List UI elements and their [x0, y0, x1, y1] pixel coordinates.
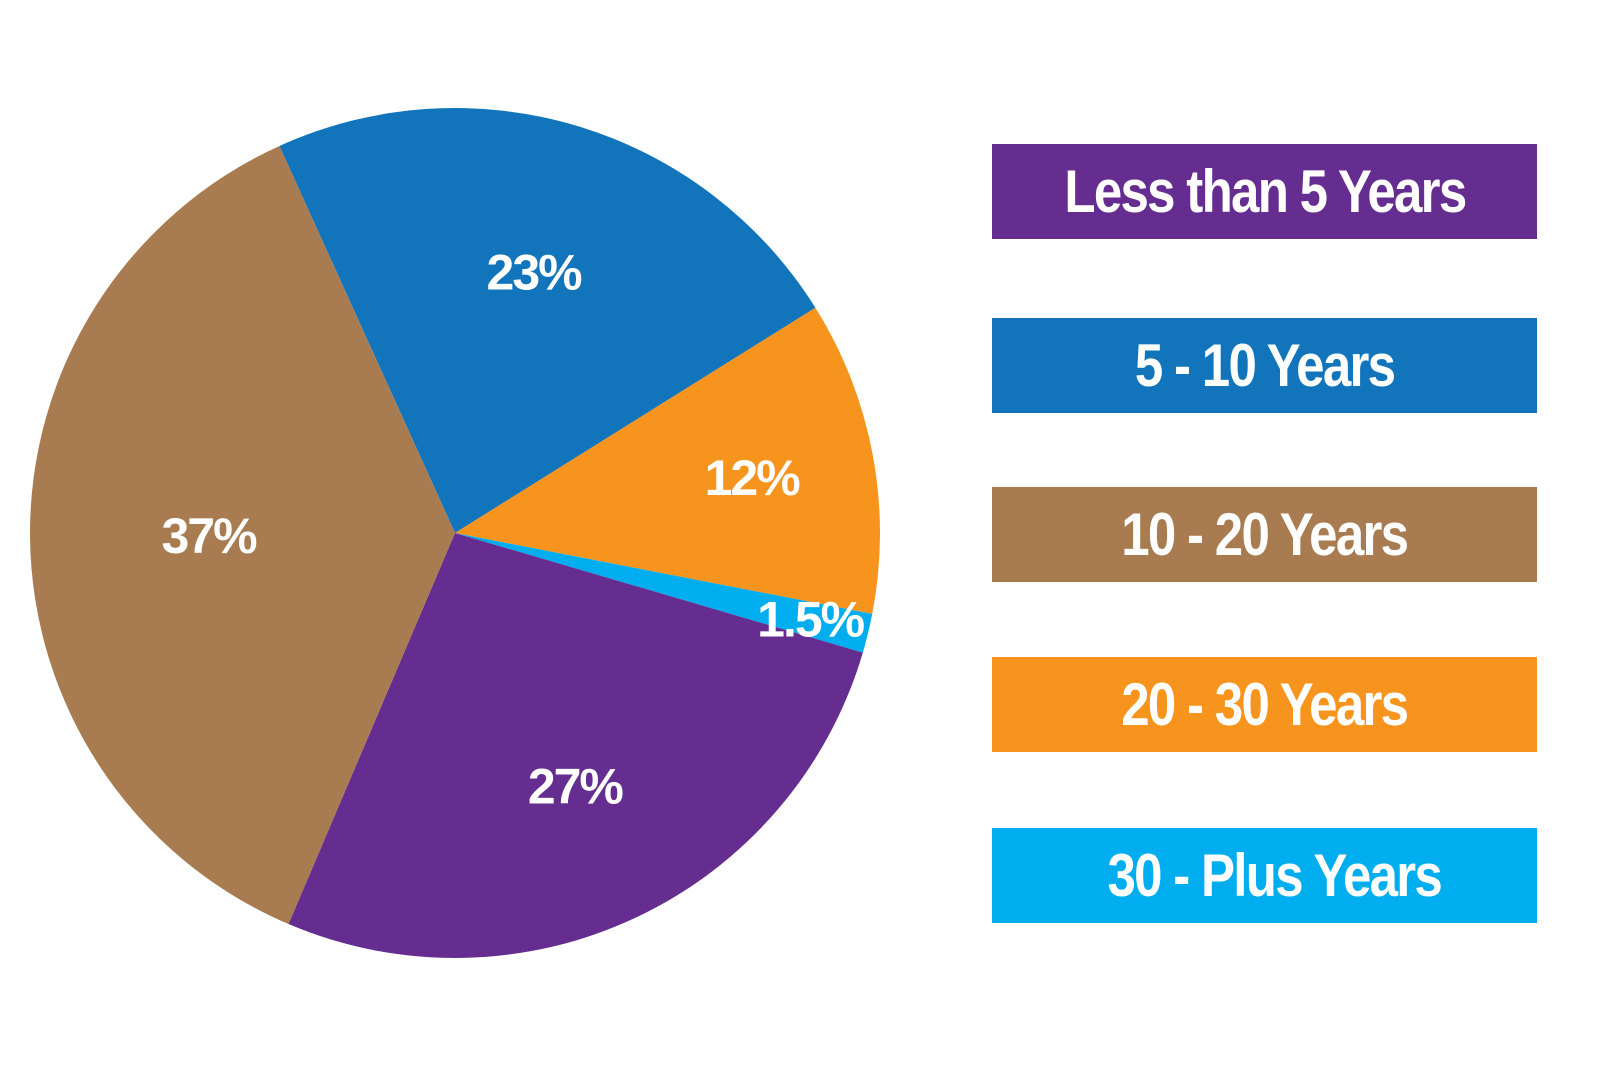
- slice-data-label: 23%: [487, 245, 583, 301]
- slice-data-label: 1.5%: [757, 591, 865, 647]
- legend-label: 20 - 30 Years: [1121, 671, 1409, 738]
- pie-slice-5-10-years: [279, 108, 816, 534]
- legend-label: 30 - Plus Years: [1107, 842, 1443, 909]
- legend-item-30-plus: 30 - Plus Years: [992, 828, 1537, 923]
- pie-slice-20-30-years: [455, 307, 880, 614]
- legend-item-20-30: 20 - 30 Years: [992, 657, 1537, 752]
- legend-item-less-than-5: Less than 5 Years: [992, 144, 1537, 239]
- legend-item-5-10: 5 - 10 Years: [992, 318, 1537, 413]
- legend-label: Less than 5 Years: [1063, 158, 1467, 225]
- legend-label: 5 - 10 Years: [1134, 332, 1396, 399]
- legend-item-10-20: 10 - 20 Years: [992, 487, 1537, 582]
- slice-data-label: 27%: [528, 759, 624, 815]
- pie-slice-30-plus-years: [455, 533, 873, 653]
- slice-data-label: 12%: [705, 450, 801, 506]
- pie-slice-10-20-years: [30, 145, 456, 925]
- pie-slice-less-than-5-years: [288, 533, 863, 958]
- legend-label: 10 - 20 Years: [1121, 501, 1409, 568]
- slice-data-label: 37%: [161, 508, 257, 564]
